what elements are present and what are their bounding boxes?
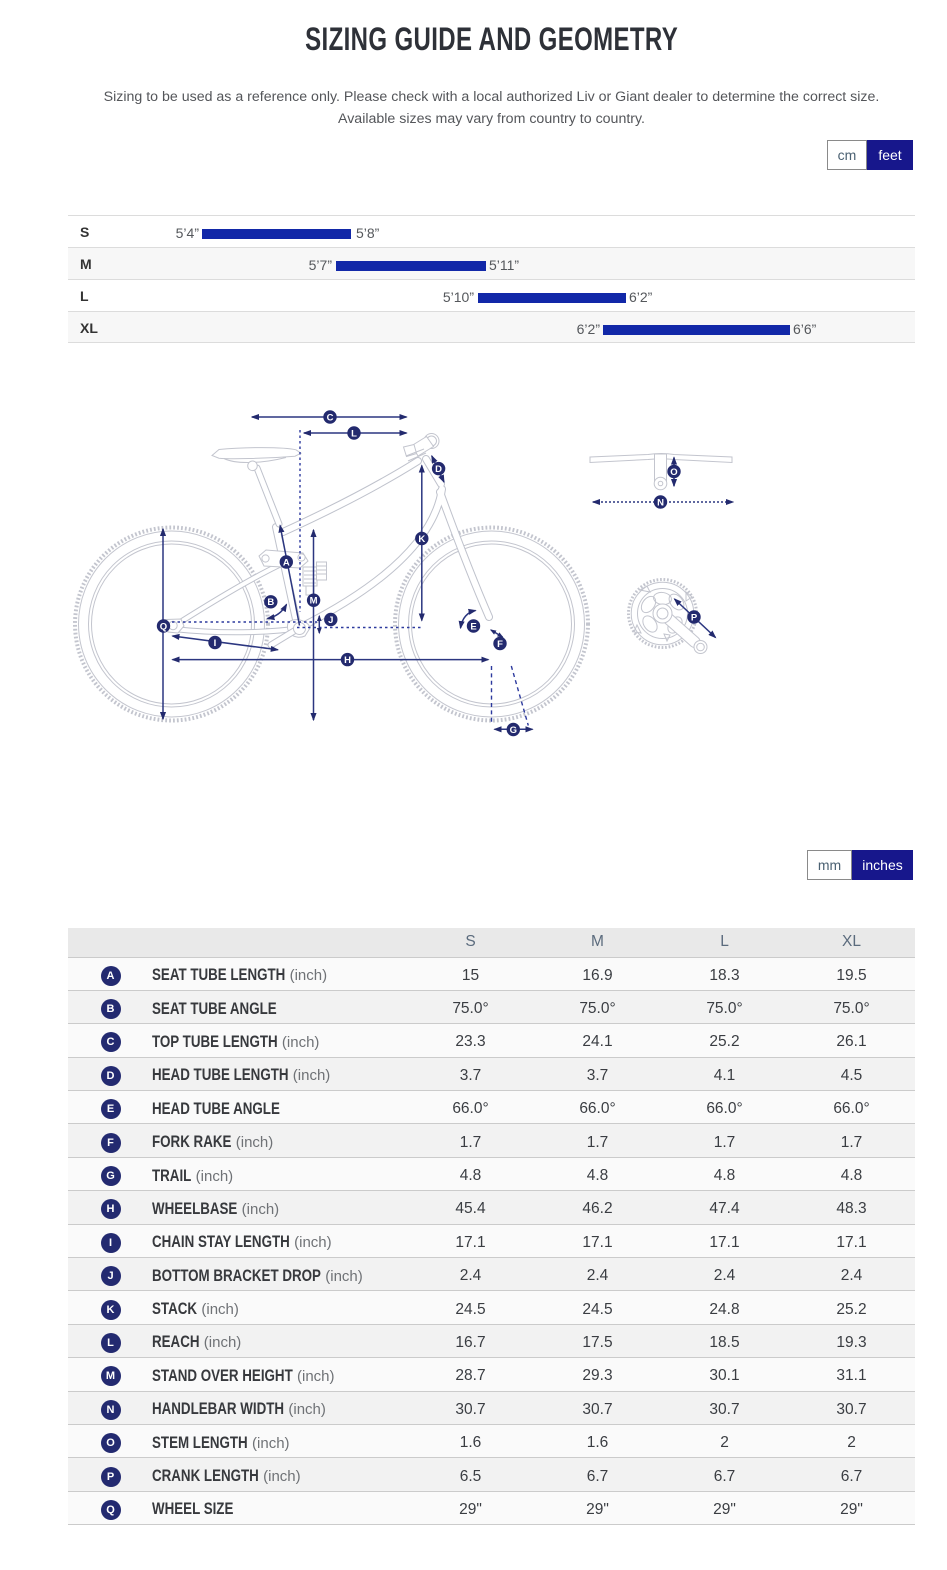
svg-text:L: L — [351, 428, 357, 439]
svg-text:A: A — [283, 557, 290, 568]
svg-text:F: F — [497, 639, 503, 650]
svg-text:H: H — [344, 655, 351, 666]
svg-text:E: E — [470, 621, 476, 632]
svg-text:P: P — [691, 612, 698, 623]
svg-text:O: O — [670, 467, 677, 478]
svg-text:M: M — [310, 596, 318, 607]
svg-text:D: D — [435, 464, 442, 475]
svg-text:N: N — [657, 497, 664, 508]
svg-text:C: C — [327, 412, 334, 423]
svg-text:I: I — [214, 638, 217, 649]
svg-text:B: B — [267, 597, 274, 608]
svg-text:Q: Q — [160, 621, 167, 632]
svg-text:K: K — [418, 534, 425, 545]
svg-text:G: G — [510, 725, 517, 736]
svg-text:J: J — [328, 615, 333, 626]
